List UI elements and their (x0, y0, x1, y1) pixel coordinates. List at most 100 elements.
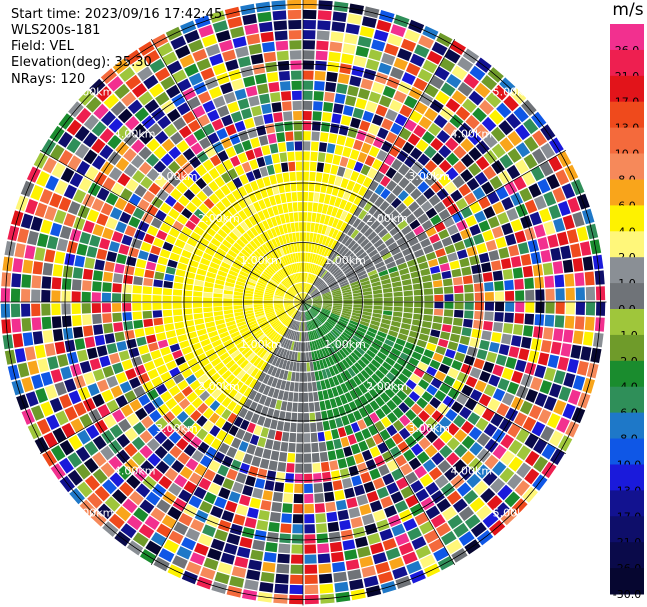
velocity-gate (22, 259, 33, 274)
velocity-gate (380, 392, 391, 403)
velocity-gate (308, 273, 312, 283)
velocity-gate (340, 372, 348, 382)
velocity-gate (345, 559, 360, 571)
velocity-gate (319, 284, 328, 291)
velocity-gate (275, 308, 285, 313)
velocity-gate (244, 517, 257, 529)
velocity-gate (84, 475, 100, 491)
velocity-gate (332, 365, 340, 375)
velocity-gate (483, 423, 498, 437)
range-ring-label: 1.00km (240, 338, 282, 351)
velocity-gate (295, 463, 303, 473)
velocity-gate (325, 81, 337, 92)
velocity-gate (292, 274, 297, 284)
velocity-gate (58, 149, 73, 166)
velocity-gate (234, 120, 246, 132)
velocity-gate (346, 497, 358, 509)
velocity-gate (92, 468, 108, 484)
range-ring-label: 3.00km (408, 170, 450, 183)
velocity-gate (296, 443, 303, 453)
velocity-gate (394, 113, 408, 127)
velocity-gate (349, 579, 364, 591)
velocity-gate (198, 24, 214, 38)
velocity-gate (150, 349, 162, 360)
velocity-gate (392, 172, 404, 184)
velocity-gate (303, 443, 311, 453)
velocity-gate (393, 57, 408, 71)
velocity-gate (331, 309, 341, 314)
velocity-gate (296, 295, 303, 302)
velocity-gate (291, 351, 296, 361)
velocity-gate (230, 111, 243, 123)
velocity-gate (343, 344, 353, 354)
velocity-gate (411, 175, 423, 187)
velocity-gate (106, 375, 119, 388)
velocity-gate (469, 497, 485, 513)
velocity-gate (291, 80, 302, 90)
velocity-gate (323, 304, 332, 307)
velocity-gate (351, 364, 360, 375)
velocity-gate (352, 309, 362, 314)
velocity-gate (501, 222, 514, 236)
velocity-gate (303, 372, 308, 382)
velocity-gate (341, 286, 351, 292)
velocity-gate (255, 312, 265, 318)
velocity-gate (277, 142, 287, 153)
velocity-gate (211, 388, 222, 399)
velocity-gate (358, 251, 368, 260)
velocity-gate (208, 180, 219, 192)
velocity-gate (271, 238, 278, 248)
velocity-gate (454, 309, 464, 318)
velocity-gate (275, 573, 289, 584)
velocity-gate (222, 356, 233, 365)
velocity-gate (347, 569, 362, 581)
velocity-gate (184, 404, 196, 416)
velocity-gate (530, 251, 542, 265)
velocity-gate (303, 222, 307, 232)
velocity-gate (187, 96, 201, 110)
velocity-gate (357, 152, 368, 163)
velocity-gate (340, 115, 352, 126)
velocity-gate (307, 321, 311, 331)
velocity-gate (146, 438, 160, 452)
velocity-gate (339, 394, 348, 405)
velocity-gate (403, 307, 413, 313)
velocity-gate (182, 296, 192, 302)
velocity-gate (123, 148, 137, 162)
velocity-gate (403, 195, 415, 207)
velocity-gate (83, 114, 99, 131)
velocity-gate (320, 312, 329, 318)
velocity-gate (311, 131, 320, 141)
velocity-gate (303, 252, 306, 262)
velocity-gate (354, 386, 363, 397)
velocity-gate (228, 69, 242, 81)
velocity-gate (299, 362, 303, 372)
velocity-gate (500, 434, 515, 449)
velocity-gate (366, 330, 376, 338)
velocity-gate (317, 281, 325, 289)
velocity-gate (409, 219, 421, 230)
velocity-gate (124, 225, 137, 237)
velocity-gate (134, 267, 145, 277)
velocity-gate (308, 321, 312, 331)
velocity-gate (267, 284, 276, 290)
velocity-gate (425, 417, 438, 430)
velocity-gate (401, 368, 413, 378)
velocity-gate (383, 292, 393, 298)
velocity-gate (315, 411, 322, 422)
velocity-gate (411, 536, 427, 550)
velocity-gate (393, 302, 403, 307)
velocity-gate (405, 494, 419, 508)
velocity-gate (173, 315, 184, 323)
velocity-gate (178, 362, 190, 373)
velocity-gate (115, 372, 128, 384)
velocity-gate (291, 90, 302, 100)
velocity-gate (308, 192, 314, 202)
velocity-gate (355, 267, 365, 275)
velocity-gate (167, 259, 178, 268)
velocity-gate (193, 291, 203, 297)
velocity-gate (424, 84, 439, 98)
velocity-gate (212, 63, 227, 76)
velocity-gate (322, 420, 331, 431)
velocity-gate (495, 236, 507, 249)
